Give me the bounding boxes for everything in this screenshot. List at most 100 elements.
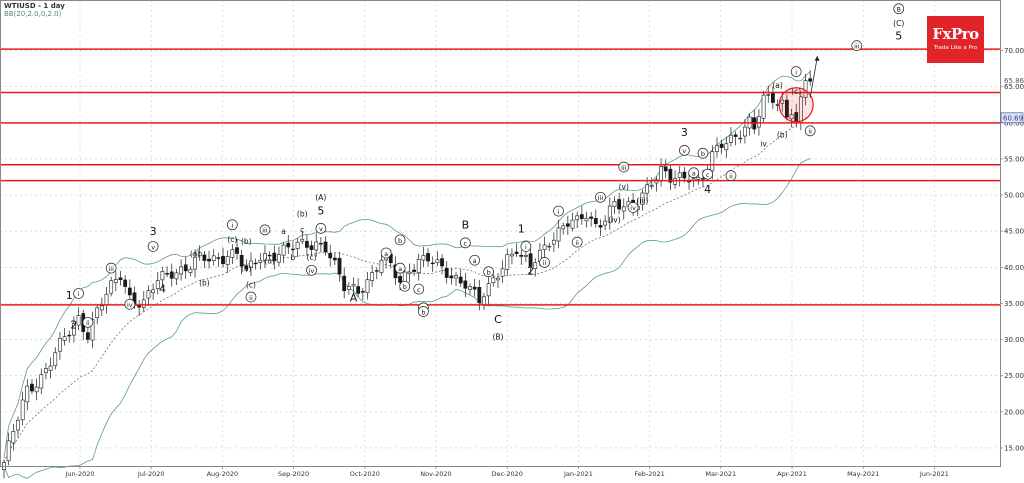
candle — [175, 269, 178, 285]
candle-body — [767, 94, 770, 95]
candle — [319, 237, 322, 252]
candle-body — [552, 240, 555, 244]
candle-body — [771, 93, 774, 102]
candle-body — [524, 255, 527, 256]
candle-body — [189, 269, 192, 272]
candle-body — [659, 167, 662, 182]
wave-label: b — [403, 283, 407, 291]
wave-label: 5 — [895, 30, 902, 43]
candle-body — [534, 263, 537, 269]
wave-label: ii — [543, 259, 547, 267]
wave-label: (v) — [619, 182, 629, 191]
candle-body — [366, 280, 369, 293]
candle — [207, 251, 210, 269]
wave-label: b — [398, 237, 402, 245]
candle-body — [501, 269, 504, 276]
candle — [254, 259, 257, 270]
candle-body — [100, 306, 103, 310]
candle-body — [217, 258, 220, 259]
candle-body — [562, 226, 565, 229]
candle — [287, 235, 290, 254]
candle-body — [203, 255, 206, 261]
candle-body — [711, 152, 714, 171]
candle — [333, 253, 336, 265]
candle-body — [473, 287, 476, 289]
y-tick-label: 25.00 — [1004, 372, 1024, 380]
candle-body — [207, 259, 210, 261]
candle — [40, 368, 43, 394]
candle — [226, 250, 229, 272]
candle-body — [221, 256, 224, 263]
wave-label: iii — [854, 42, 860, 50]
wave-label: v — [319, 225, 323, 233]
candle-body — [54, 353, 57, 366]
candle-body — [408, 272, 411, 274]
candle — [566, 216, 569, 235]
candle-body — [436, 260, 439, 263]
candle-body — [291, 249, 294, 250]
candle-body — [63, 337, 66, 341]
y-tick-label: 35.00 — [1004, 300, 1024, 308]
candle-body — [464, 281, 467, 288]
wave-label: ii — [808, 128, 812, 136]
candle-body — [296, 242, 299, 249]
candle-body — [138, 306, 141, 307]
wave-label: (c) — [791, 87, 801, 96]
candle — [506, 249, 509, 276]
candle-body — [170, 272, 173, 278]
wave-label: b — [291, 253, 296, 262]
x-tick-label: Nov-2020 — [420, 470, 451, 478]
candle — [119, 271, 122, 285]
candle-body — [315, 242, 318, 250]
candle-body — [576, 216, 579, 220]
logo-brand: FxPro — [927, 25, 984, 43]
wave-label: 1 — [66, 289, 73, 302]
candle — [114, 271, 117, 291]
candle-body — [347, 287, 350, 290]
candle — [282, 242, 285, 263]
candle-body — [235, 248, 238, 254]
candle — [77, 307, 80, 330]
fxpro-logo: FxPro Trade Like a Pro — [927, 16, 984, 63]
candle — [375, 267, 378, 279]
candle-body — [482, 297, 485, 305]
wave-label: (b) — [297, 210, 308, 219]
candle-body — [287, 243, 290, 247]
candle — [618, 193, 621, 214]
indicator-label: BB(20,2.0,0,2.0) — [4, 10, 61, 18]
candle-body — [487, 284, 490, 296]
candle — [16, 416, 19, 437]
candle — [454, 272, 457, 286]
candle-body — [757, 116, 760, 127]
wave-label: B — [462, 218, 470, 231]
candle-body — [277, 255, 280, 263]
candle — [478, 280, 481, 310]
candle-body — [231, 250, 234, 258]
x-tick-label: Jun-2021 — [919, 470, 949, 478]
candle — [179, 259, 182, 280]
candle — [590, 212, 593, 227]
candle — [96, 305, 99, 324]
candle-body — [618, 199, 621, 209]
candle-body — [119, 278, 122, 280]
candle-body — [492, 278, 495, 283]
candle-body — [459, 277, 462, 283]
wave-label: (c) — [246, 281, 256, 290]
bb-lower-band — [4, 159, 810, 479]
candle — [49, 357, 52, 378]
candle-body — [645, 185, 648, 193]
candle — [184, 257, 187, 279]
candle-body — [548, 246, 551, 247]
candle-body — [399, 276, 402, 282]
wave-label: 1 — [518, 223, 525, 236]
candle — [91, 312, 94, 349]
candle — [622, 198, 625, 219]
current-price-label: 60.69 — [1003, 114, 1023, 122]
forecast-arrowhead — [815, 56, 820, 61]
candle — [725, 137, 728, 158]
candle-body — [566, 224, 569, 227]
x-tick-label: Oct-2020 — [350, 470, 380, 478]
candle — [217, 253, 220, 267]
x-tick-label: Jun-2020 — [64, 470, 94, 478]
